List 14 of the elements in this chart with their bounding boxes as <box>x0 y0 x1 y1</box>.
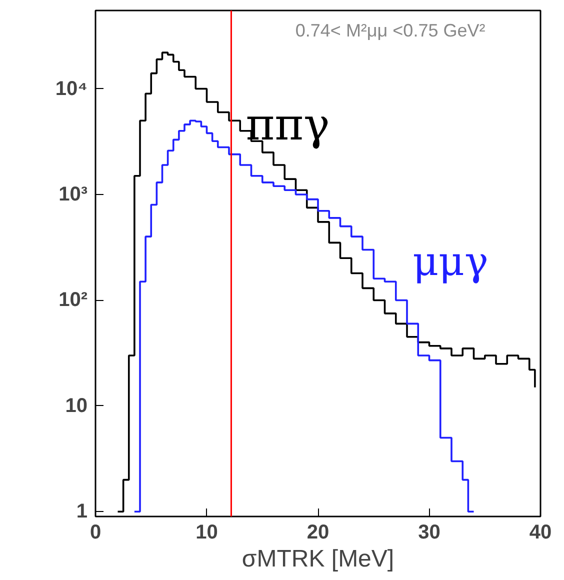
series-label: ππγ <box>246 100 330 151</box>
y-tick-label: 1 <box>76 500 88 523</box>
x-tick-label: 20 <box>306 522 330 544</box>
y-tick-label: 10 <box>65 394 88 417</box>
y-tick-label: 10³ <box>58 183 88 206</box>
y-tick-label: 10² <box>58 289 88 312</box>
x-tick-label: 0 <box>90 522 102 544</box>
x-tick-label: 40 <box>529 522 552 544</box>
series-label: μμγ <box>412 238 488 285</box>
y-tick-label: 10⁴ <box>55 78 88 100</box>
annotation: 0.74< M²μμ <0.75 GeV² <box>295 20 486 40</box>
x-tick-label: 30 <box>418 522 440 544</box>
x-axis-title: σMTRK [MeV] <box>242 546 394 572</box>
x-tick-label: 10 <box>196 522 218 544</box>
